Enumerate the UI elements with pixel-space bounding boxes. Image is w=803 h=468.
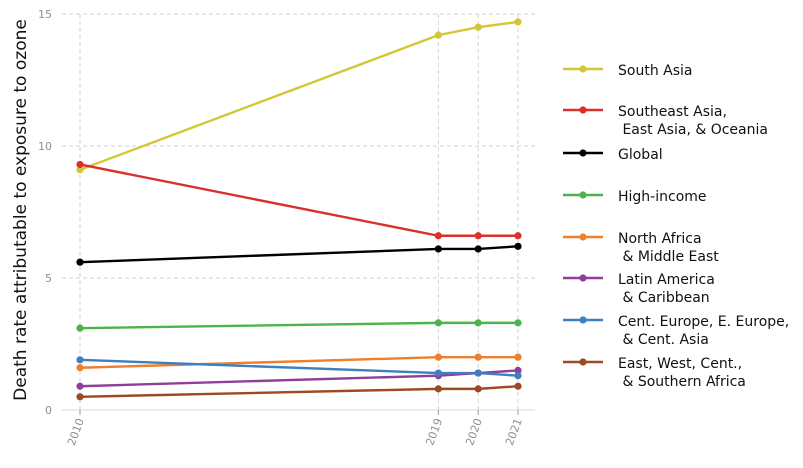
data-point: [76, 324, 84, 332]
y-tick-label: 10: [38, 140, 52, 153]
legend-marker: [579, 191, 587, 199]
series-1: [76, 160, 522, 240]
series-line: [78, 358, 520, 377]
data-point: [514, 18, 522, 26]
data-point: [434, 232, 442, 240]
data-point: [474, 319, 482, 327]
series-lines: [76, 18, 522, 401]
series-line: [78, 245, 520, 264]
legend-item: Latin America & Caribbean: [563, 272, 715, 306]
gridlines: [62, 13, 535, 411]
data-point: [434, 369, 442, 377]
x-tick-label: 2010: [65, 417, 87, 448]
series-line: [78, 356, 520, 369]
x-tick-label: 2020: [463, 417, 485, 448]
x-tick-label: 2021: [503, 417, 525, 448]
legend-marker: [579, 358, 587, 366]
legend-item: Global: [563, 147, 663, 163]
series-7: [76, 382, 522, 401]
legend-label: East, West, Cent., & Southern Africa: [618, 356, 746, 390]
data-point: [474, 23, 482, 31]
y-axis-ticks: 0 5 10 15: [38, 8, 52, 417]
data-point: [434, 319, 442, 327]
legend-label: Cent. Europe, E. Europe, & Cent. Asia: [618, 314, 789, 348]
data-point: [76, 160, 84, 169]
legend-label: High-income: [618, 189, 707, 205]
series-3: [76, 319, 522, 332]
legend-item: High-income: [563, 189, 707, 205]
x-tick-label: 2019: [423, 417, 445, 448]
data-point: [76, 166, 84, 174]
data-point: [474, 353, 482, 361]
series-line: [78, 163, 520, 237]
data-point: [474, 245, 482, 253]
legend: South Asia Southeast Asia, East Asia, & O…: [563, 63, 789, 390]
data-point: [474, 369, 482, 377]
data-point: [514, 242, 522, 250]
data-point: [514, 232, 522, 240]
data-point: [76, 356, 84, 364]
data-point: [434, 385, 442, 393]
series-0: [76, 18, 522, 174]
y-tick-label: 5: [45, 272, 52, 285]
data-point: [76, 382, 84, 390]
series-line: [78, 321, 520, 330]
legend-item: South Asia: [563, 63, 692, 79]
data-point: [76, 364, 84, 372]
data-point: [514, 366, 522, 374]
data-point: [434, 245, 442, 253]
legend-item: Southeast Asia, East Asia, & Oceania: [563, 104, 768, 138]
legend-label: Southeast Asia, East Asia, & Oceania: [618, 104, 768, 138]
legend-marker: [579, 65, 587, 73]
legend-label: North Africa & Middle East: [618, 231, 719, 265]
series-6: [76, 356, 522, 380]
data-point: [514, 382, 522, 390]
legend-label: Global: [618, 147, 663, 163]
legend-marker: [579, 233, 587, 241]
data-point: [76, 258, 84, 266]
data-point: [514, 353, 522, 361]
data-point: [434, 31, 442, 39]
series-2: [76, 242, 522, 266]
data-point: [474, 385, 482, 393]
legend-marker: [579, 274, 587, 282]
series-4: [76, 353, 522, 372]
data-point: [474, 232, 482, 240]
legend-item: North Africa & Middle East: [563, 231, 719, 265]
series-5: [76, 366, 522, 390]
y-tick-label: 0: [45, 404, 52, 417]
legend-label: Latin America & Caribbean: [618, 272, 715, 306]
data-point: [514, 372, 522, 380]
legend-label: South Asia: [618, 63, 692, 79]
data-point: [76, 393, 84, 401]
y-tick-label: 15: [38, 8, 52, 21]
series-line: [78, 369, 520, 388]
series-line: [78, 385, 520, 398]
data-point: [514, 319, 522, 327]
series-line: [78, 20, 520, 171]
data-point: [434, 353, 442, 361]
legend-marker: [579, 316, 587, 324]
x-axis-ticks: 2010 2019 2020 2021: [65, 410, 525, 447]
legend-marker: [579, 149, 587, 157]
legend-marker: [579, 106, 587, 114]
y-axis-label: Death rate attributable to exposure to o…: [11, 19, 31, 401]
legend-item: Cent. Europe, E. Europe, & Cent. Asia: [563, 314, 789, 348]
legend-item: East, West, Cent., & Southern Africa: [563, 356, 746, 390]
